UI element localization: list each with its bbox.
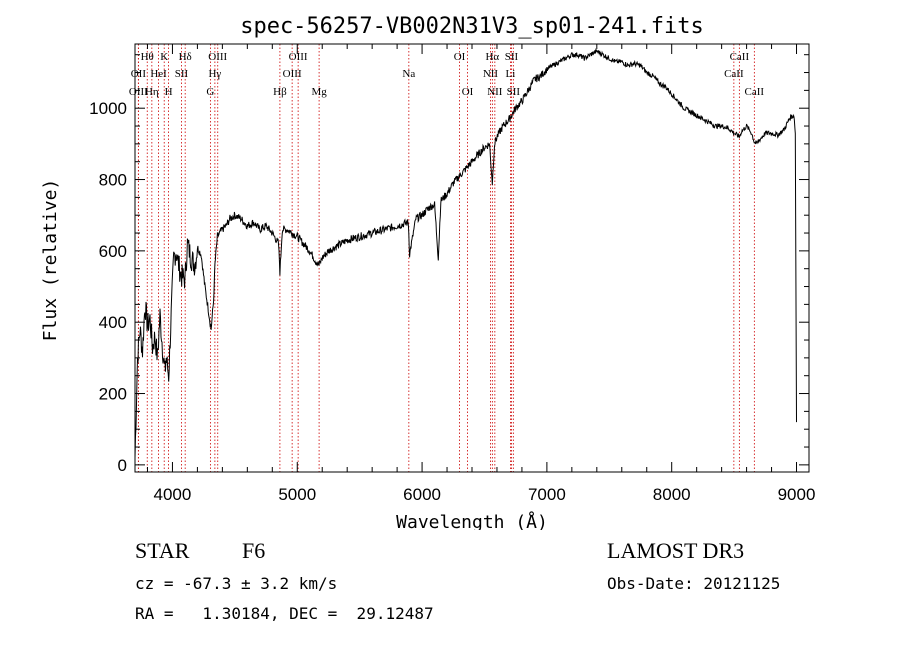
y-tick-label: 1000 bbox=[89, 99, 127, 118]
spectral-line-label: OIII bbox=[129, 86, 148, 98]
object-type: STAR bbox=[135, 538, 190, 563]
spectral-line-label: Mg bbox=[311, 86, 327, 98]
spectral-line-label: Hθ bbox=[141, 51, 154, 63]
spectral-line-label: K bbox=[160, 51, 168, 63]
spectral-line-markers bbox=[137, 44, 755, 472]
plot-frame bbox=[134, 43, 810, 473]
y-tick-label: 0 bbox=[118, 456, 127, 475]
spectral-line-label: Na bbox=[402, 68, 415, 80]
x-tick-label: 8000 bbox=[653, 485, 691, 504]
spectral-line-label: CaII bbox=[724, 68, 744, 80]
x-tick-label: 7000 bbox=[528, 485, 566, 504]
spectral-line-label: Hβ bbox=[273, 86, 287, 98]
spectral-line-label: HeI bbox=[150, 68, 167, 80]
spectral-line-label: H bbox=[165, 86, 173, 98]
y-tick-label: 600 bbox=[99, 242, 127, 261]
spectral-line-label: NII bbox=[487, 86, 503, 98]
survey-name: LAMOST DR3 bbox=[607, 538, 745, 563]
spectrum-chart: spec-56257-VB002N31V3_sp01-241.fits Hθ OI… bbox=[40, 14, 815, 530]
chart-title: spec-56257-VB002N31V3_sp01-241.fits bbox=[240, 14, 704, 39]
x-tick-label: 5000 bbox=[278, 485, 316, 504]
x-tick-label: 4000 bbox=[154, 485, 192, 504]
y-tick-label: 400 bbox=[99, 313, 127, 332]
flux-series-line bbox=[134, 48, 797, 459]
redshift-cz: cz = -67.3 ± 3.2 km/s bbox=[135, 574, 338, 593]
spectral-line-label: Hα bbox=[485, 51, 499, 63]
spectral-line-label: Hη bbox=[145, 86, 159, 98]
x-tick-label: 9000 bbox=[778, 485, 816, 504]
spectral-line-label: Hγ bbox=[208, 68, 221, 80]
axis-ticks: 4000 5000 6000 7000 8000 9000 0 200 400 600 800 100… bbox=[89, 44, 815, 504]
coordinates: RA = 1.30184, DEC = 29.12487 bbox=[135, 604, 434, 623]
spectral-line-label: OIII bbox=[283, 68, 302, 80]
spectral-line-label: OI bbox=[462, 86, 474, 98]
spectral-line-label: G bbox=[206, 86, 214, 98]
obs-date: Obs-Date: 20121125 bbox=[607, 574, 781, 593]
spectral-line-label: OIII bbox=[289, 51, 308, 63]
spectral-line-label: NII bbox=[483, 68, 499, 80]
y-axis-label: Flux (relative) bbox=[40, 179, 61, 342]
spectral-line-label: SII bbox=[507, 86, 521, 98]
spectral-line-label: SII bbox=[175, 68, 189, 80]
x-tick-label: 6000 bbox=[403, 485, 441, 504]
subclass: F6 bbox=[242, 538, 266, 563]
y-tick-label: 800 bbox=[99, 171, 127, 190]
spectral-line-label: SII bbox=[505, 51, 519, 63]
spectral-line-label: CaII bbox=[745, 86, 765, 98]
spectral-line-label: Hδ bbox=[179, 51, 192, 63]
y-tick-label: 200 bbox=[99, 385, 127, 404]
spectral-line-label: OI bbox=[454, 51, 466, 63]
spectral-line-label: CaII bbox=[730, 51, 750, 63]
spectral-line-label: Li bbox=[506, 68, 516, 80]
spectral-line-label: OIII bbox=[208, 51, 227, 63]
x-axis-label: Wavelength (Å) bbox=[396, 511, 548, 530]
spectral-line-label: OII bbox=[131, 68, 147, 80]
